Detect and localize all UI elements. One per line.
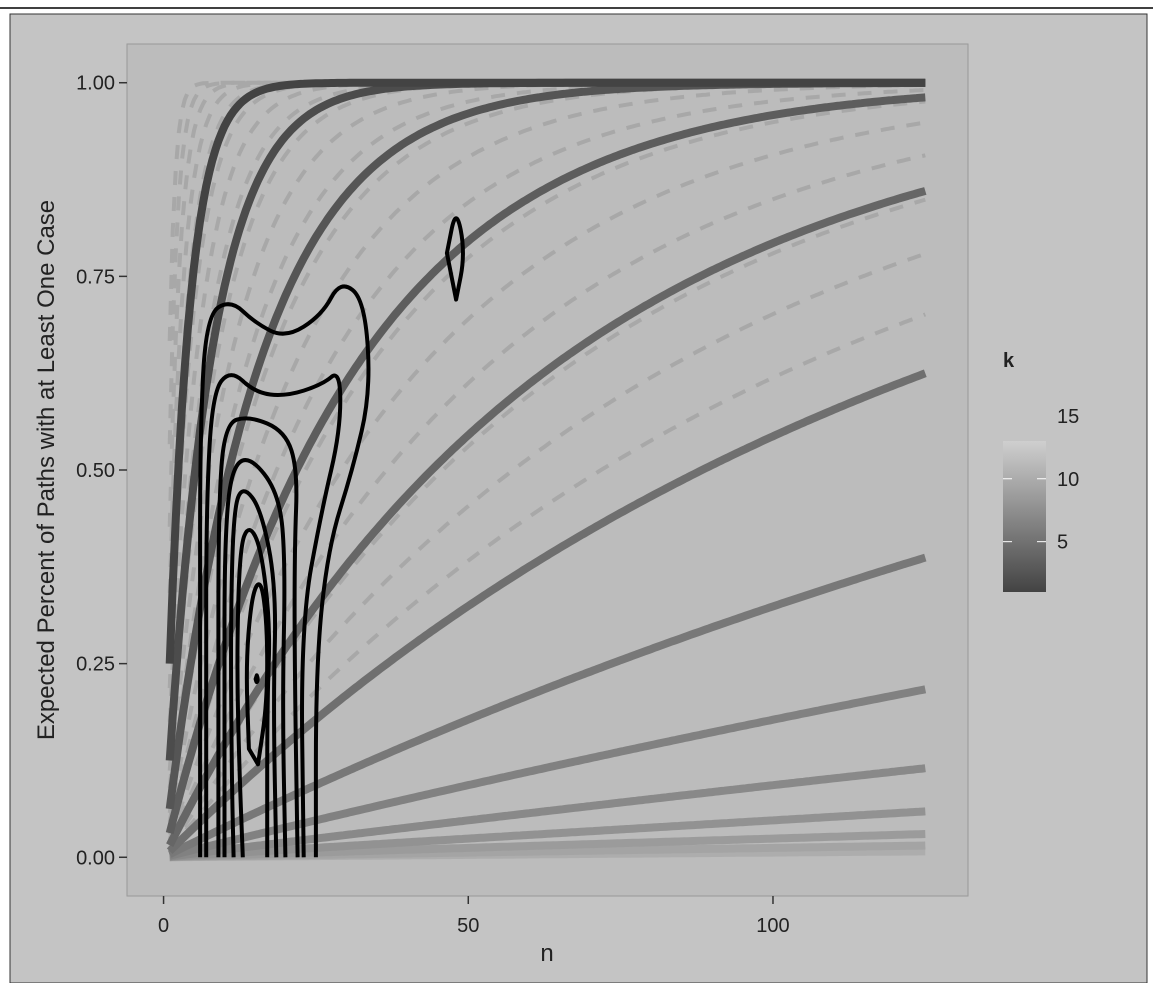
y-tick-label: 0.00 [76,847,115,869]
dashed-series-line [167,80,926,803]
density-contour-8 [444,216,465,302]
density-contour-2 [204,373,343,858]
legend-colorbar [1003,441,1046,592]
y-tick-label: 0.50 [76,460,115,482]
x-tick-label: 50 [457,915,479,937]
dashed-series-line [167,88,926,830]
x-tick-label: 100 [756,915,789,937]
legend: k 5 10 15 [1003,350,1079,592]
dashed-series-line [167,153,926,844]
y-tick-label: 1.00 [76,73,115,95]
x-axis-title: n [540,940,553,967]
density-contour-7 [244,582,270,767]
legend-title: k [1003,350,1015,372]
density-contour-3 [216,416,300,858]
dashed-series-line [167,82,926,823]
legend-tick-label: 15 [1057,406,1079,428]
density-contour-4 [222,458,288,858]
legend-tick-label: 10 [1057,469,1079,491]
y-axis-title: Expected Percent of Paths with at Least … [33,200,60,740]
density-contour-1 [198,284,371,858]
x-tick-label: 0 [158,915,169,937]
series-line-k1 [165,78,926,664]
density-contour-group [198,216,465,858]
density-contour-5 [229,489,279,858]
y-tick-label: 0.25 [76,654,115,676]
legend-tick-label: 5 [1057,532,1068,554]
axes-group: 0 50 100 0.00 0.25 0.50 0.75 1.00 [76,73,790,937]
density-contour-6 [235,528,272,858]
density-contour-9 [253,673,260,685]
y-tick-label: 0.75 [76,266,115,288]
